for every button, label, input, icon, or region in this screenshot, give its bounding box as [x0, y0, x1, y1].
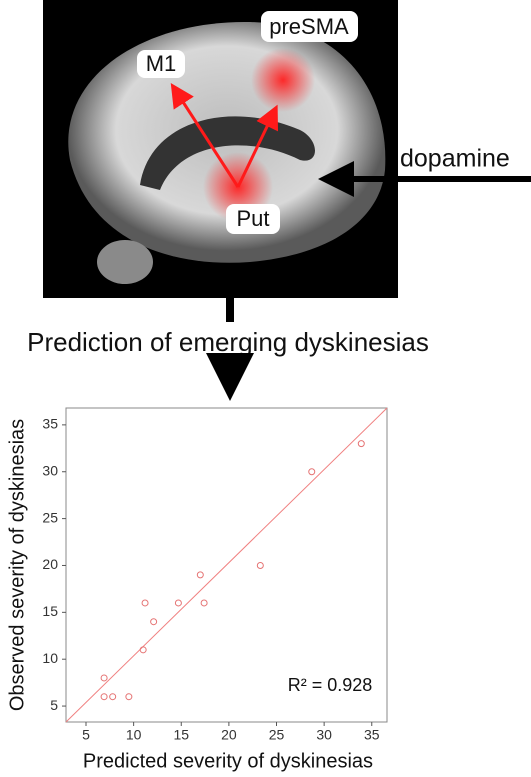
corpus-callosum	[140, 116, 315, 190]
point	[109, 693, 117, 701]
x-tick-label: 20	[221, 727, 237, 743]
y-tick-label: 25	[42, 509, 58, 525]
x-tick-label: 25	[269, 727, 285, 743]
y-axis-label: Observed severity of dyskinesias	[6, 419, 28, 711]
point	[125, 693, 133, 701]
annotation: R² = 0.928	[288, 675, 373, 695]
arrow	[170, 82, 240, 188]
x-tick-label: 30	[316, 727, 332, 743]
caption: Prediction of emerging dyskinesias	[27, 327, 429, 357]
region-label: Put	[236, 206, 269, 231]
region-label: dopamine	[400, 145, 510, 173]
point	[141, 599, 149, 607]
label-box	[261, 11, 358, 42]
y-tick-label: 15	[42, 603, 58, 619]
region-label: preSMA	[269, 14, 349, 39]
y-tick-label: 10	[42, 650, 58, 666]
point	[100, 693, 108, 701]
cerebellum	[97, 240, 153, 284]
x-tick-label: 5	[82, 727, 90, 743]
point	[100, 674, 108, 682]
fit-line	[65, 407, 388, 723]
label-box	[137, 50, 185, 78]
point	[139, 646, 147, 654]
x-tick-label: 35	[364, 727, 380, 743]
glow	[251, 48, 315, 112]
point	[196, 571, 204, 579]
y-tick-label: 30	[42, 462, 58, 478]
arrow	[236, 104, 279, 188]
label-box	[226, 204, 280, 234]
point	[357, 440, 365, 448]
x-axis-label: Predicted severity of dyskinesias	[83, 750, 373, 772]
point	[256, 561, 264, 569]
x-tick-label: 10	[126, 727, 142, 743]
point	[200, 599, 208, 607]
point	[174, 599, 182, 607]
y-tick-label: 5	[50, 697, 58, 713]
point	[150, 618, 158, 626]
region-label: M1	[146, 51, 177, 76]
x-tick-label: 15	[173, 727, 189, 743]
y-tick-label: 20	[42, 556, 58, 572]
point	[308, 468, 316, 476]
y-tick-label: 35	[42, 416, 58, 432]
